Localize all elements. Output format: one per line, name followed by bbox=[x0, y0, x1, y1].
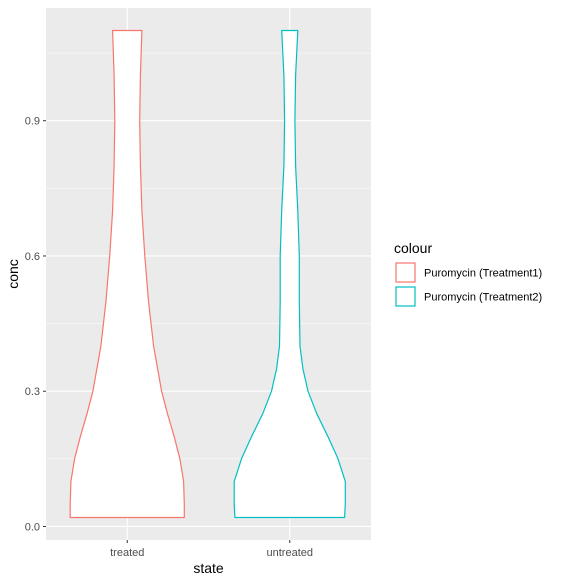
x-tick-label: untreated bbox=[267, 547, 313, 559]
x-axis: treated untreated bbox=[110, 540, 313, 559]
y-tick-label: 0.6 bbox=[25, 251, 40, 263]
legend-title: colour bbox=[394, 240, 432, 256]
legend: colour Puromycin (Treatment1) Puromycin (… bbox=[394, 240, 542, 307]
x-axis-title: state bbox=[193, 560, 224, 576]
violins bbox=[69, 29, 346, 519]
violin-untreated bbox=[233, 29, 346, 519]
legend-label: Puromycin (Treatment1) bbox=[424, 268, 542, 280]
violin-treated bbox=[69, 29, 185, 519]
y-tick-label: 0.9 bbox=[25, 116, 40, 128]
x-tick-label: treated bbox=[110, 547, 144, 559]
y-axis-title: conc bbox=[5, 259, 21, 289]
legend-key bbox=[395, 262, 416, 283]
y-tick-label: 0.3 bbox=[25, 386, 40, 398]
y-axis: 0.0 0.3 0.6 0.9 bbox=[25, 116, 46, 533]
legend-label: Puromycin (Treatment2) bbox=[424, 292, 542, 304]
legend-key bbox=[395, 286, 416, 307]
y-tick-label: 0.0 bbox=[25, 521, 40, 533]
